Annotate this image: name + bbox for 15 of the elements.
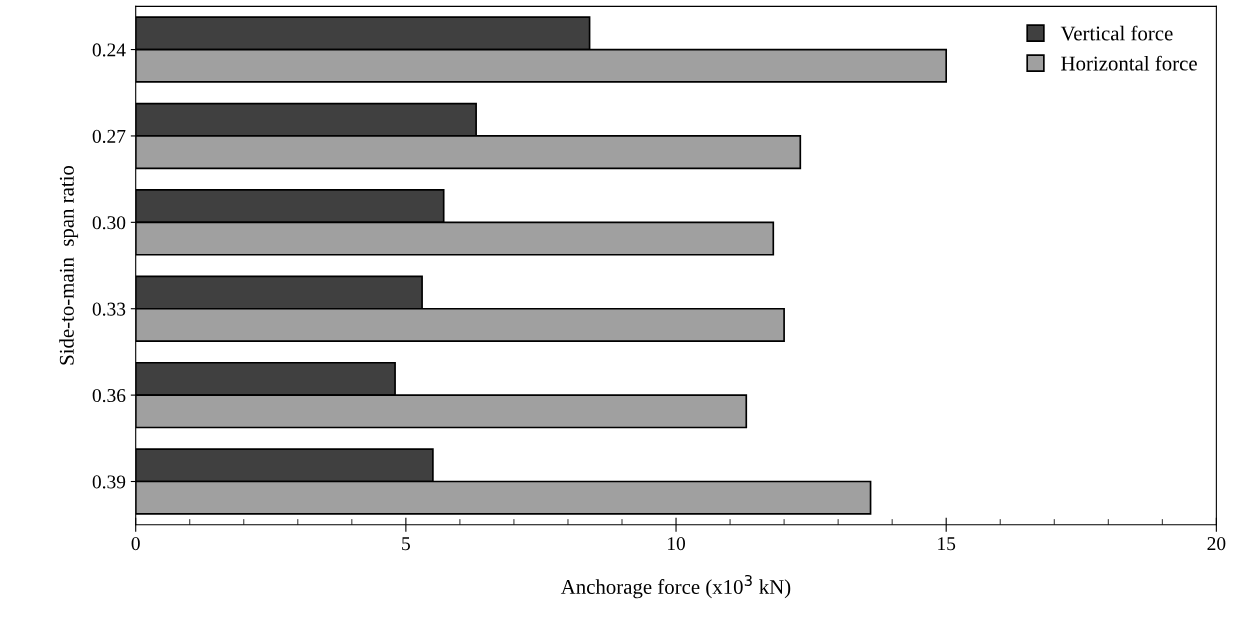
x-tick-label: 15	[938, 537, 956, 551]
y-axis-title: Side-to-main span ratio	[59, 165, 79, 365]
x-tick-label: 10	[668, 537, 686, 551]
y-tick-label: 0.24	[92, 43, 126, 57]
legend-label: Horizontal force	[1061, 55, 1197, 71]
y-tick-label: 0.39	[92, 475, 126, 489]
x-tick-label: 5	[402, 537, 410, 551]
y-tick-label: 0.30	[92, 216, 126, 230]
legend-label: Vertical force	[1060, 25, 1173, 41]
x-tick-label: 0	[131, 537, 140, 551]
x-tick-label: 20	[1207, 537, 1226, 551]
x-axis-title: Anchorage force (x10$^{3}$ kN)	[560, 574, 791, 599]
y-tick-label: 0.36	[92, 388, 126, 403]
y-tick-label: 0.27	[92, 129, 126, 143]
y-tick-label: 0.33	[92, 302, 126, 316]
